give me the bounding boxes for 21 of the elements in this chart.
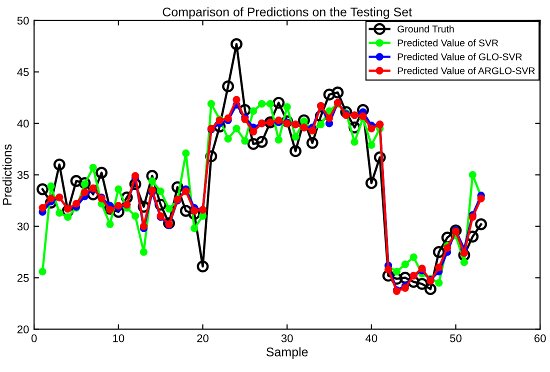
legend-label: Predicted Value of GLO-SVR xyxy=(398,53,522,60)
y-tick-label: 20 xyxy=(17,325,29,334)
x-tick-label: 40 xyxy=(366,334,378,342)
x-axis-title: Sample xyxy=(266,347,308,359)
y-tick-label: 45 xyxy=(17,68,29,76)
y-tick-label: 25 xyxy=(17,274,29,282)
x-tick-label: 50 xyxy=(450,334,462,342)
legend-label: Predicted Value of SVR xyxy=(398,39,498,46)
chart-title: Comparison of Predictions on the Testing Set xyxy=(162,7,412,19)
y-tick-label: 30 xyxy=(17,222,29,230)
y-tick-label: 50 xyxy=(17,16,29,25)
legend-label: Ground Truth xyxy=(398,25,454,32)
x-tick-label: 0 xyxy=(31,334,37,342)
legend-label: Predicted Value of ARGLO-SVR xyxy=(398,67,535,74)
y-axis-title: Predictions xyxy=(2,144,12,205)
x-tick-label: 60 xyxy=(534,334,546,342)
x-tick-label: 10 xyxy=(113,334,124,342)
x-tick-label: 30 xyxy=(281,334,293,342)
y-tick-label: 35 xyxy=(17,171,29,179)
y-tick-label: 40 xyxy=(17,120,29,128)
x-tick-label: 20 xyxy=(197,334,209,342)
